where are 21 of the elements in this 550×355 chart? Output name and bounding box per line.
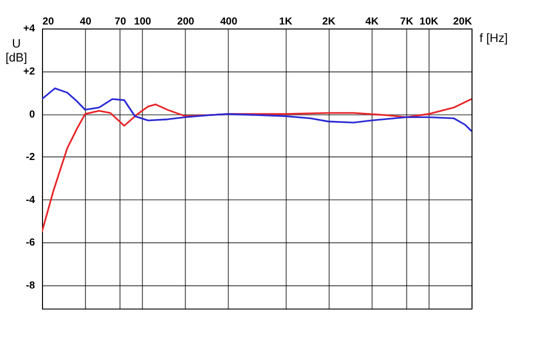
y-tick-label: +2 <box>23 66 36 78</box>
x-tick-label: 4K <box>365 16 380 28</box>
y-tick-label: -4 <box>26 194 36 206</box>
x-tick-label: 100 <box>134 16 152 28</box>
x-tick-label: 20K <box>453 16 473 28</box>
x-tick-label: 10K <box>420 16 439 28</box>
y-tick-label: -6 <box>26 238 36 249</box>
x-tick-label: 2K <box>322 16 336 28</box>
x-tick-label: 70 <box>114 16 126 28</box>
y-tick-label: -8 <box>26 280 36 292</box>
x-axis-title: f [Hz] <box>480 31 508 46</box>
y-tick-label: 0 <box>29 109 36 120</box>
x-tick-label: 7K <box>400 16 414 28</box>
x-tick-label: 400 <box>220 16 238 28</box>
x-tick-label: 200 <box>177 16 195 28</box>
x-tick-label: 40 <box>80 16 92 28</box>
y-tick-label: -2 <box>26 152 36 164</box>
x-tick-label: 20 <box>42 16 54 28</box>
y-tick-label: +4 <box>23 24 36 35</box>
x-tick-label: 1K <box>279 16 293 28</box>
y-axis-title: U [dB] <box>6 36 28 65</box>
